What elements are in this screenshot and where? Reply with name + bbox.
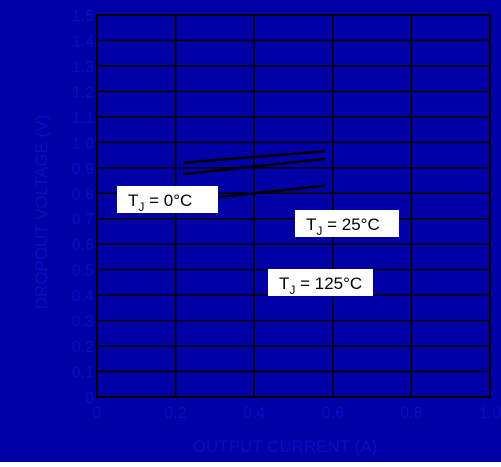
y-tick-label: 1.1: [72, 110, 94, 127]
series-label-box: [295, 210, 399, 237]
y-tick-label: 1.4: [72, 33, 94, 50]
series-line-0: [183, 150, 326, 164]
y-tick-label: 0.5: [72, 263, 94, 280]
series-line-1: [183, 157, 326, 176]
series-label-text: TJ = 0°C: [128, 191, 192, 214]
y-tick-label: 0.6: [72, 237, 94, 254]
series-label-0: TJ = 0°C: [117, 186, 218, 214]
x-tick-label: 0: [93, 405, 102, 422]
x-tick-label: 0.2: [164, 405, 186, 422]
y-tick-label: 0.4: [72, 288, 94, 305]
series-label-box: [268, 269, 373, 296]
y-tick-label: 1.2: [72, 84, 94, 101]
y-tick-label: 0.2: [72, 339, 94, 356]
x-tick-label: 0.4: [243, 405, 265, 422]
series-label-1: TJ = 25°C: [295, 210, 399, 238]
x-tick-label: 1.0: [479, 405, 501, 422]
y-tick-label: 0.9: [72, 161, 94, 178]
y-tick-label: 0.3: [72, 314, 94, 331]
x-tick-label: 0.8: [400, 405, 422, 422]
y-tick-label: 1.5: [72, 8, 94, 25]
tick-labels: 0 0.2 0.4 0.6 0.8 1.0 0 0.1 0.2 0.3 0.4 0.5 0.6 0.7 0.…: [72, 8, 501, 422]
series-label-text: TJ = 125°C: [279, 274, 362, 297]
x-tick-label: 0.6: [322, 405, 344, 422]
x-axis-label: OUTPUT CURRENT (A): [193, 437, 378, 456]
y-tick-label: 1.0: [72, 135, 94, 152]
y-axis-label: DROPOUT VOLTAGE (V): [32, 115, 51, 310]
y-tick-label: 0.8: [72, 186, 94, 203]
y-tick-label: 0.1: [72, 365, 94, 382]
series-labels: TJ = 0°C TJ = 25°C TJ = 125°C: [117, 186, 399, 297]
y-tick-label: 1.3: [72, 59, 94, 76]
series-label-text: TJ = 25°C: [306, 215, 380, 238]
y-tick-label: 0: [85, 390, 94, 407]
plot-frame: [96, 14, 491, 398]
series-label-2: TJ = 125°C: [268, 269, 373, 297]
series-label-box: [117, 186, 218, 213]
y-tick-label: 0.7: [72, 212, 94, 229]
